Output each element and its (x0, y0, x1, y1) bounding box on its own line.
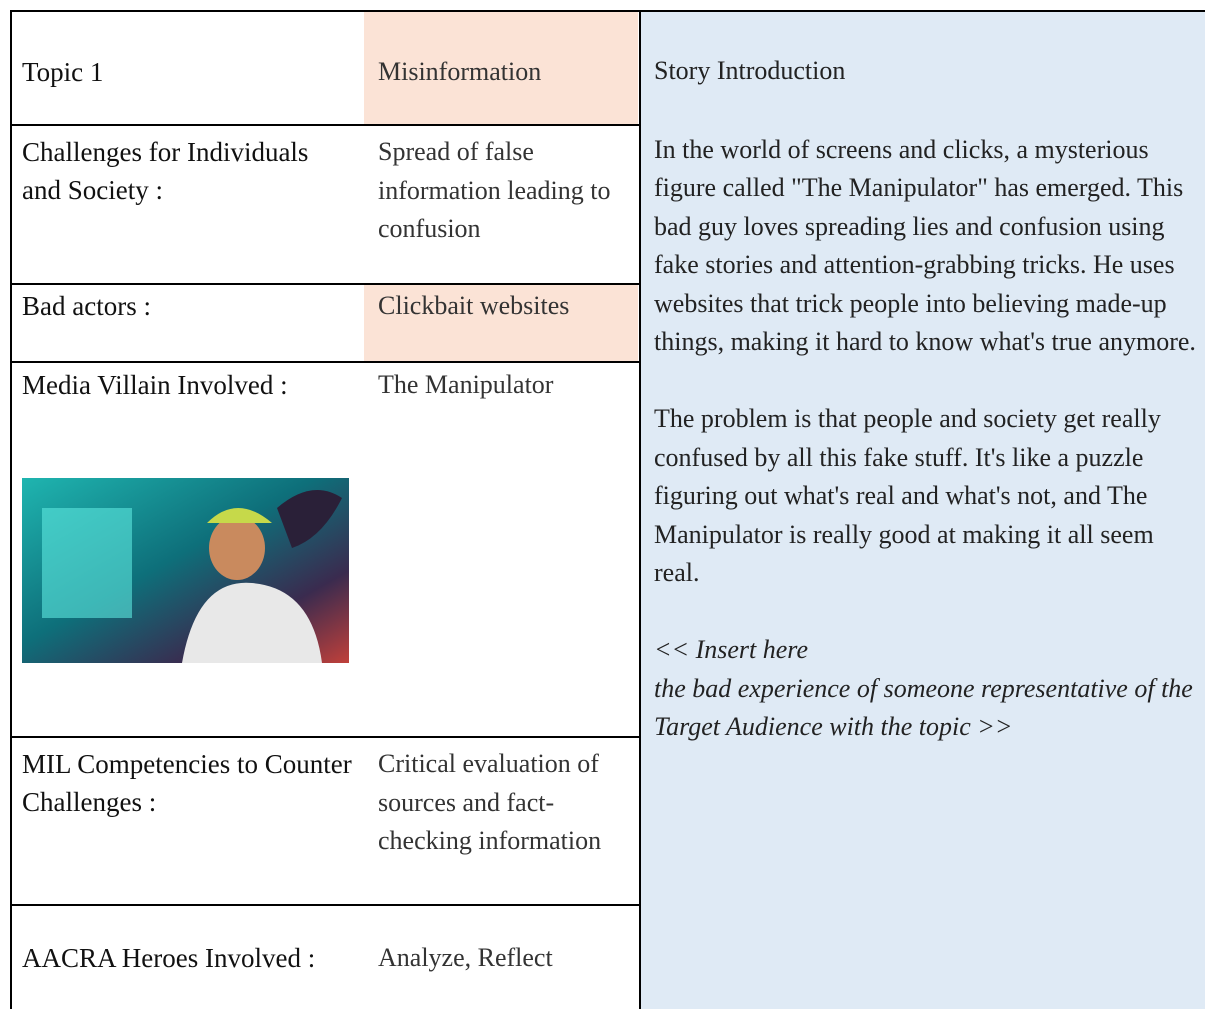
row-divider (10, 124, 640, 126)
story: Story Introduction In the world of scree… (654, 52, 1199, 747)
highlight-cell (364, 285, 638, 361)
row-divider (10, 283, 640, 285)
row-label: Challenges for Individuals and Society : (22, 137, 309, 205)
row-label: MIL Competencies to Counter Challenges : (22, 749, 352, 817)
row-label: Bad actors : (22, 291, 151, 321)
row-divider (10, 904, 640, 906)
row-value: Analyze, Reflect (378, 943, 553, 972)
row-label: AACRA Heroes Involved : (22, 943, 316, 973)
insert-note: << Insert here (654, 635, 808, 664)
row-value: Spread of false information leading to c… (378, 137, 611, 243)
row-divider (10, 736, 640, 738)
highlight-cell (364, 12, 638, 125)
story-paragraph: The problem is that people and society g… (654, 404, 1161, 587)
row-label: Media Villain Involved : (22, 370, 288, 400)
border (639, 10, 641, 1009)
border (10, 10, 1205, 12)
row-value: Misinformation (378, 57, 542, 86)
row-divider (10, 361, 640, 363)
story-panel (641, 10, 1205, 1009)
story-paragraph: In the world of screens and clicks, a my… (654, 134, 1196, 357)
story-title: Story Introduction (654, 56, 846, 85)
row-value: The Manipulator (378, 370, 554, 399)
insert-note: the bad experience of someone representa… (654, 673, 1193, 742)
row-label: Topic 1 (22, 57, 104, 87)
row-value: Clickbait websites (378, 291, 570, 320)
row-value: Critical evaluation of sources and fact-… (378, 749, 602, 855)
border (10, 10, 12, 1009)
illustration (22, 478, 349, 663)
